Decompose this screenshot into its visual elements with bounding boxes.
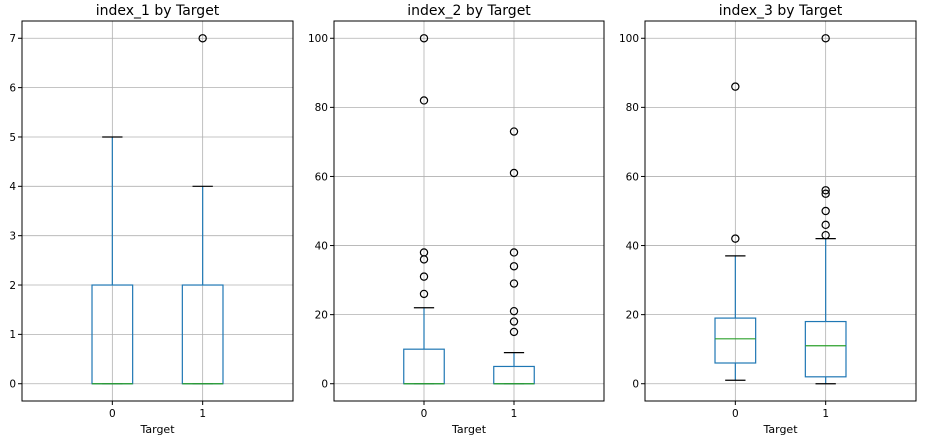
subplot-title: index_1 by Target [96, 3, 220, 19]
box-1 [493, 127, 535, 385]
y-tick-label: 1 [9, 329, 16, 341]
box-1 [181, 34, 224, 385]
y-tick-label: 80 [315, 102, 328, 114]
y-tick-label: 6 [9, 82, 16, 94]
x-tick-label: 0 [109, 408, 116, 420]
outlier-point [509, 248, 519, 257]
y-tick-label: 0 [9, 379, 16, 391]
y-tick-label: 40 [626, 240, 639, 252]
outlier-point [821, 206, 830, 216]
box-0 [91, 136, 134, 385]
y-tick-label: 60 [315, 171, 328, 183]
outlier-point [821, 189, 830, 198]
y-tick-label: 5 [9, 132, 16, 144]
outlier-point [731, 82, 740, 91]
outlier-point [731, 234, 740, 243]
x-axis-label: Target [139, 423, 175, 436]
y-tick-label: 7 [9, 33, 16, 45]
outlier-point [509, 306, 519, 316]
x-tick-label: 0 [421, 408, 428, 420]
y-tick-label: 2 [9, 280, 16, 292]
y-tick-label: 0 [321, 379, 328, 391]
subplot-title: index_2 by Target [407, 3, 531, 19]
outlier-point [419, 272, 429, 281]
y-tick-label: 20 [315, 309, 328, 321]
y-tick-label: 40 [315, 240, 328, 252]
subplot-1: 0 1 2 3 4 5 6 7 0 1 Target index_1 by Target [9, 3, 294, 436]
x-tick-label: 1 [511, 408, 518, 420]
axes-frame [644, 20, 917, 402]
outlier-point [821, 230, 830, 240]
x-tick-label: 1 [822, 408, 829, 420]
outlier-point [509, 317, 519, 326]
outlier-point [198, 34, 207, 43]
outlier-point [509, 279, 519, 288]
y-tick-label: 4 [9, 181, 16, 193]
y-tick-label: 0 [632, 379, 639, 391]
outlier-point [419, 34, 429, 43]
outlier-point [509, 327, 519, 337]
x-axis-label: Target [762, 423, 798, 436]
y-tick-label: 60 [626, 171, 639, 183]
subplot-title: index_3 by Target [719, 3, 843, 19]
box-0 [403, 34, 445, 385]
outlier-point [821, 220, 830, 230]
y-tick-label: 20 [626, 309, 639, 321]
x-axis-label: Target [451, 423, 487, 436]
box-0 [714, 82, 757, 381]
x-tick-label: 1 [199, 408, 206, 420]
subplot-3: 0 20 40 60 80 100 0 1 Target index_3 by Target [619, 3, 917, 436]
axes-frame [21, 20, 294, 402]
box-1 [804, 34, 847, 385]
subplot-2: 0 20 40 60 80 100 0 1 Target index_2 by Target [308, 3, 605, 436]
iqr-box [804, 320, 847, 378]
outlier-point [821, 34, 830, 43]
outlier-point [509, 262, 519, 271]
axes-frame [333, 20, 605, 402]
outlier-point [509, 127, 519, 136]
outlier-point [419, 96, 429, 105]
outlier-point [509, 168, 519, 178]
y-tick-label: 3 [9, 230, 16, 242]
y-tick-label: 100 [308, 33, 328, 45]
x-tick-label: 0 [732, 408, 739, 420]
y-tick-label: 100 [619, 33, 639, 45]
y-tick-label: 80 [626, 102, 639, 114]
outlier-point [419, 289, 429, 299]
outlier-point [419, 248, 429, 257]
outlier-point [821, 186, 830, 195]
iqr-box [714, 317, 757, 364]
